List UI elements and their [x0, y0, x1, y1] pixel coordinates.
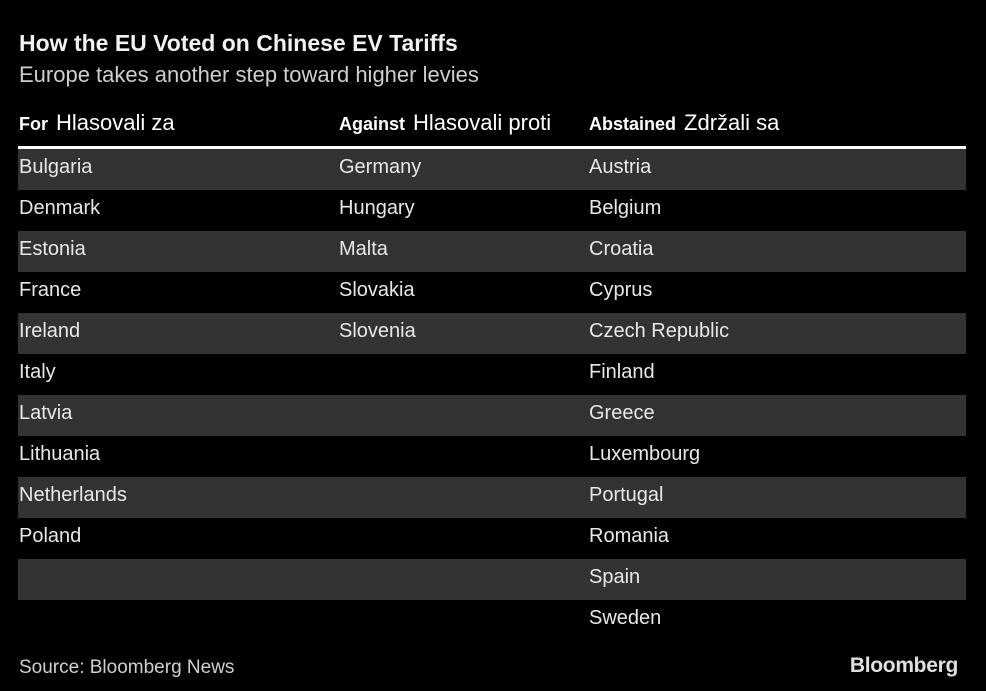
table-cell: Croatia: [589, 238, 654, 260]
table-cell: Slovakia: [339, 279, 415, 301]
column-translation: Hlasovali proti: [413, 110, 552, 135]
column-header-against: Against Hlasovali proti: [339, 110, 551, 136]
table-row: Spain: [18, 559, 966, 600]
column-translation: Zdržali sa: [684, 110, 780, 135]
table-row: Denmark Hungary Belgium: [18, 190, 966, 231]
table-row: Estonia Malta Croatia: [18, 231, 966, 272]
source-note: Source: Bloomberg News: [19, 657, 235, 678]
table-cell: Austria: [589, 156, 652, 178]
column-header-for: For Hlasovali za: [19, 110, 175, 136]
table-cell: Italy: [19, 361, 56, 383]
table-row: Sweden: [18, 600, 966, 641]
table-row: Ireland Slovenia Czech Republic: [18, 313, 966, 354]
table-cell: Poland: [19, 525, 82, 547]
table-cell: Bulgaria: [19, 156, 93, 178]
table-cell: Portugal: [589, 484, 664, 506]
table-row: France Slovakia Cyprus: [18, 272, 966, 313]
table-cell: Lithuania: [19, 443, 101, 465]
column-translation: Hlasovali za: [56, 110, 175, 135]
table-cell: Cyprus: [589, 279, 653, 301]
table-row: Netherlands Portugal: [18, 477, 966, 518]
table-row: Latvia Greece: [18, 395, 966, 436]
table-cell: Finland: [589, 361, 655, 383]
table-cell: Czech Republic: [589, 320, 730, 342]
table-cell: Latvia: [19, 402, 73, 424]
table-row: Bulgaria Germany Austria: [18, 149, 966, 190]
table-cell: Malta: [339, 238, 388, 260]
chart-title: How the EU Voted on Chinese EV Tariffs: [19, 30, 458, 56]
chart-subtitle: Europe takes another step toward higher …: [19, 62, 479, 87]
table-row: Lithuania Luxembourg: [18, 436, 966, 477]
table-cell: Romania: [589, 525, 670, 547]
column-label: Abstained: [589, 114, 677, 134]
table-body: Bulgaria Germany Austria Denmark Hungary Belg…: [18, 149, 966, 641]
table-cell: France: [19, 279, 82, 301]
header-rule: [18, 146, 966, 149]
column-label: Against: [339, 114, 406, 134]
table-cell: Germany: [339, 156, 422, 178]
table-cell: Denmark: [19, 197, 101, 219]
table-cell: Netherlands: [19, 484, 127, 506]
table-cell: Belgium: [589, 197, 662, 219]
table-cell: Hungary: [339, 197, 415, 219]
table-cell: Sweden: [589, 607, 662, 629]
table-cell: Estonia: [19, 238, 86, 260]
column-label: For: [19, 114, 48, 134]
column-header-abstained: Abstained Zdržali sa: [589, 110, 779, 136]
table-cell: Greece: [589, 402, 655, 424]
table-cell: Slovenia: [339, 320, 416, 342]
table-cell: Luxembourg: [589, 443, 701, 465]
table-cell: Ireland: [19, 320, 81, 342]
bloomberg-logo: Bloomberg: [849, 654, 958, 677]
table-row: Italy Finland: [18, 354, 966, 395]
table-cell: Spain: [589, 566, 641, 588]
table-row: Poland Romania: [18, 518, 966, 559]
